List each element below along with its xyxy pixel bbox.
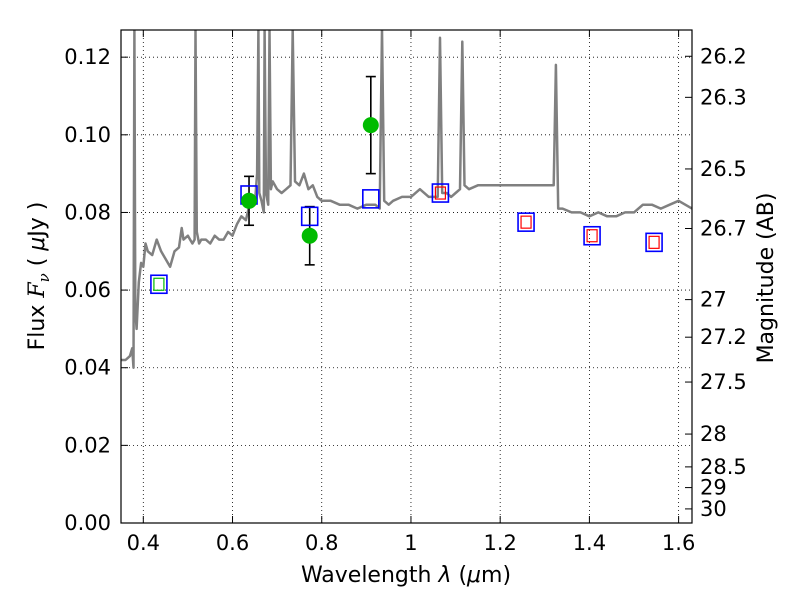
y-axis-label: Flux Fν ( μJy ) xyxy=(25,202,53,351)
mag-tick-label: 27.5 xyxy=(700,370,747,394)
mag-tick-label: 28.5 xyxy=(700,455,747,479)
x-tick-label: 0.8 xyxy=(305,531,338,555)
model-photometry-point xyxy=(583,225,601,246)
observed-upper-point xyxy=(586,229,598,243)
x-tick-label: 1.6 xyxy=(662,531,695,555)
observed-detection-point xyxy=(301,227,318,244)
y-tick-label: 0.08 xyxy=(64,200,111,224)
x-tick-label: 1.2 xyxy=(483,531,516,555)
mag-tick-label: 26.2 xyxy=(700,44,747,68)
x-tick-label: 1 xyxy=(404,531,417,555)
mag-tick-label: 30 xyxy=(700,497,727,521)
observed-detection-point xyxy=(362,117,379,134)
observed-faint-point xyxy=(153,277,165,291)
y-tick-label: 0.10 xyxy=(64,123,111,147)
plot-frame xyxy=(120,29,693,524)
mag-tick-label: 26.5 xyxy=(700,157,747,181)
mag-tick-label: 28 xyxy=(700,422,727,446)
observed-detection-point xyxy=(241,192,258,209)
mag-tick-label: 27.2 xyxy=(700,325,747,349)
model-photometry-point xyxy=(645,232,663,253)
template-spectrum xyxy=(121,30,692,369)
template-spectrum-line xyxy=(121,30,692,369)
x-tick-label: 0.4 xyxy=(127,531,160,555)
y-tick-label: 0.00 xyxy=(64,511,111,535)
mag-tick-label: 26.7 xyxy=(700,217,747,241)
axes: 0.4 0.6 0.8 1 1.2 1.4 1.6 0.00 0.02 0.04 0.06 0.08 0… xyxy=(64,30,747,555)
y-tick-label: 0.06 xyxy=(64,278,111,302)
x-tick-label: 1.4 xyxy=(573,531,606,555)
mag-tick-label: 27 xyxy=(700,288,727,312)
plot-area xyxy=(121,30,692,523)
model-photometry-point xyxy=(300,206,319,227)
right-axis-label: Magnitude (AB) xyxy=(754,193,779,364)
data-points xyxy=(150,117,663,295)
observed-upper-point xyxy=(520,215,532,229)
mag-tick-label: 26.3 xyxy=(700,85,747,109)
mag-tick-label: 29 xyxy=(700,476,727,500)
model-photometry-point xyxy=(150,274,168,295)
observed-upper-point xyxy=(648,235,660,249)
y-tick-label: 0.12 xyxy=(64,45,111,69)
model-photometry-point xyxy=(362,189,380,209)
x-axis-label: Wavelength λ (μm) xyxy=(301,563,511,588)
x-tick-label: 0.6 xyxy=(216,531,249,555)
y-tick-label: 0.02 xyxy=(64,433,111,457)
observed-upper-point xyxy=(434,186,447,200)
y-tick-label: 0.04 xyxy=(64,356,111,380)
model-photometry-point xyxy=(517,212,535,232)
model-photometry-point xyxy=(431,183,450,203)
